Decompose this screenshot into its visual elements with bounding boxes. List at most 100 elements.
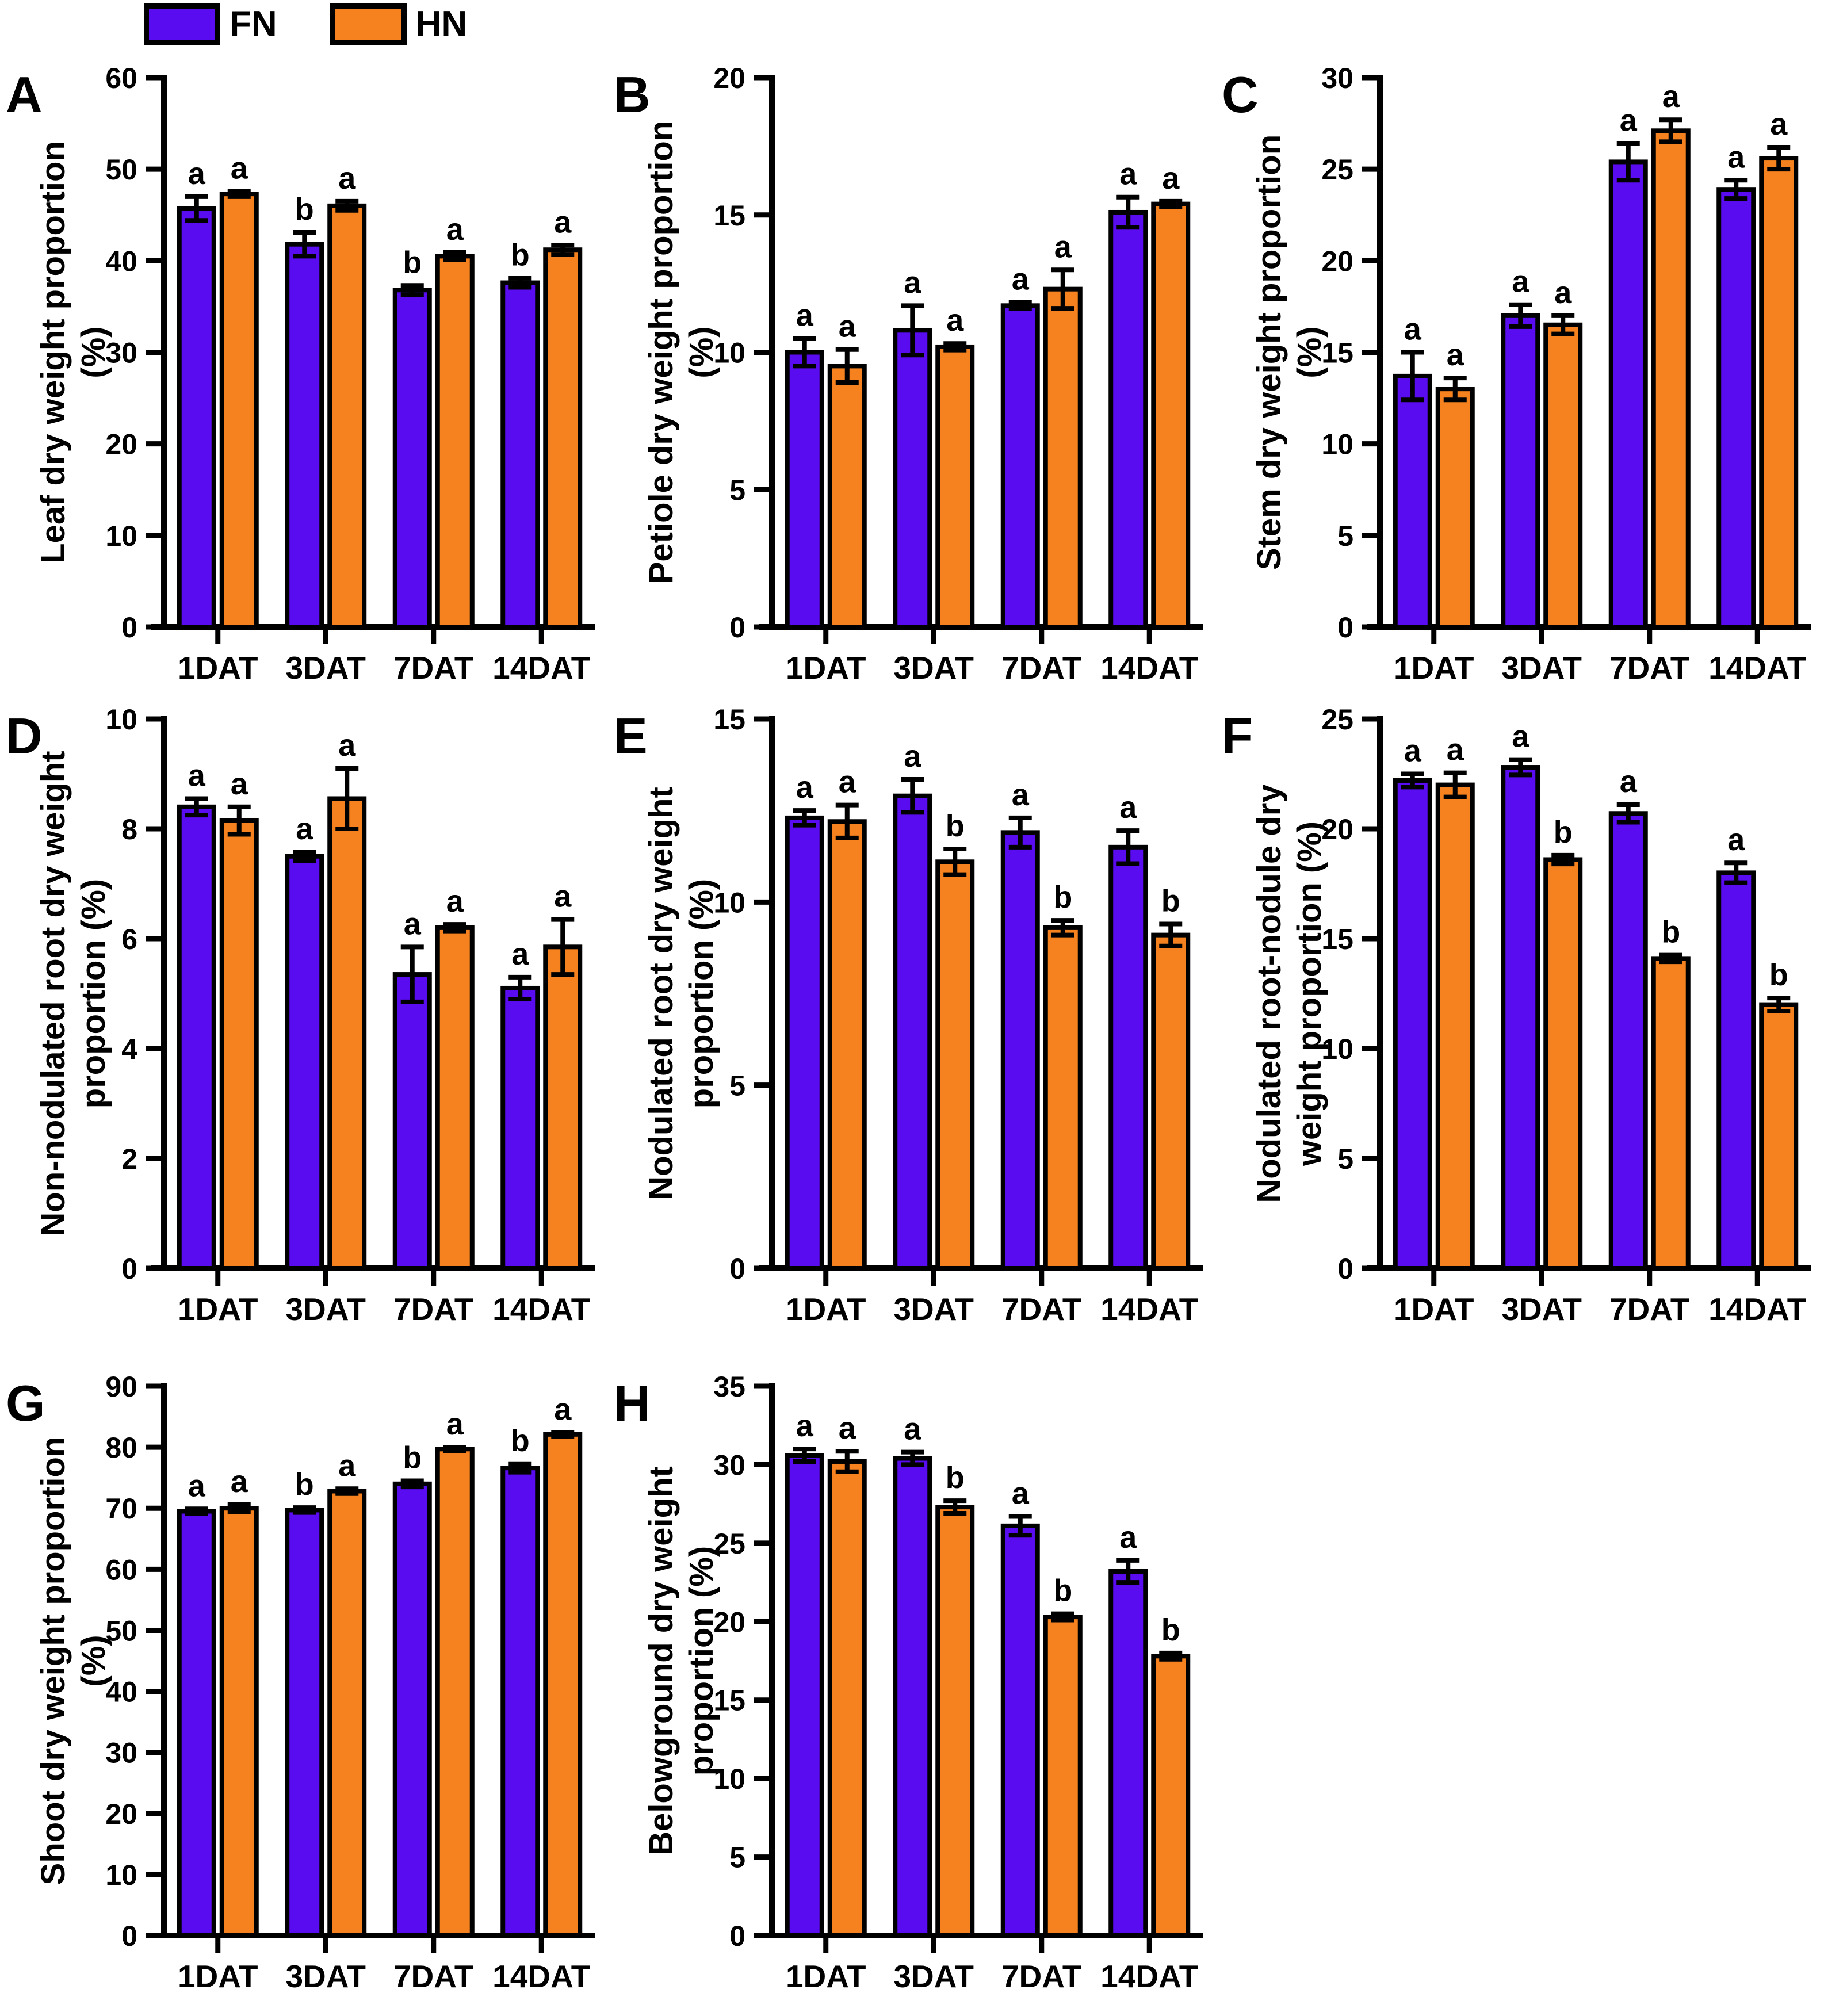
sig-letter: a: [796, 299, 814, 333]
y-tick-label: 70: [105, 1493, 137, 1525]
sig-letter: a: [1012, 778, 1030, 812]
x-tick-label: 3DAT: [1501, 1291, 1582, 1327]
y-tick-label: 0: [121, 1920, 137, 1952]
panel-letter-d: D: [6, 707, 43, 764]
y-tick-label: 10: [713, 337, 745, 369]
sig-letter: a: [231, 767, 248, 801]
panel-letter-g: G: [6, 1375, 45, 1432]
bar-hn-3dat: [327, 203, 367, 630]
y-tick-label: 0: [729, 1253, 745, 1285]
sig-letter: a: [1404, 734, 1422, 768]
y-tick-label: 50: [105, 154, 137, 186]
y-tick-label: 0: [729, 611, 745, 644]
panel-b: B Petiole dry weight proportion (%) 0 5 10 15 2…: [608, 14, 1216, 705]
y-tick-label: 0: [121, 1253, 137, 1285]
sig-letter: a: [1119, 157, 1137, 192]
sig-letter: a: [338, 161, 356, 196]
y-tick-label: 10: [1321, 429, 1353, 461]
bar-hn-7dat: [435, 254, 475, 629]
bar-fn-1dat: [1393, 373, 1432, 630]
sig-letter: a: [188, 758, 206, 793]
bar-hn-7dat: [435, 925, 475, 1271]
panel-letter-e: E: [614, 707, 648, 764]
sig-letter: b: [403, 1440, 422, 1475]
bar-fn-14dat: [1716, 187, 1756, 629]
bar-hn-7dat: [435, 1447, 475, 1938]
sig-letter: b: [1769, 958, 1788, 992]
panel-h: H Belowground dry weight proportion (%) 0 5 1…: [608, 1323, 1216, 2013]
sig-letter: a: [1012, 1476, 1030, 1510]
x-tick-label: 3DAT: [893, 1958, 974, 1994]
bar-fn-7dat: [1000, 830, 1040, 1271]
y-tick-label: 20: [1321, 245, 1353, 277]
sig-letter: a: [296, 812, 313, 846]
bar-fn-7dat: [1608, 159, 1648, 629]
bar-fn-3dat: [893, 1456, 932, 1938]
bar-fn-3dat: [893, 793, 932, 1271]
sig-letter: a: [338, 1448, 356, 1483]
y-tick-label: 0: [729, 1920, 745, 1952]
sig-letter: a: [554, 205, 572, 239]
x-tick-label: 14DAT: [492, 1958, 590, 1994]
bar-hn-3dat: [935, 859, 975, 1271]
y-axis-title-line: (%): [1291, 326, 1328, 378]
chart-svg-g: G Shoot dry weight proportion (%) 0 10 20 30 40…: [6, 1371, 595, 1994]
panel-g: G Shoot dry weight proportion (%) 0 10 20 30 40…: [0, 1323, 608, 2013]
x-tick-label: 7DAT: [1001, 1291, 1082, 1327]
y-axis-title-line: proportion (%): [683, 879, 720, 1108]
bar-hn-7dat: [1043, 286, 1083, 629]
bar-fn-7dat: [392, 972, 432, 1271]
y-tick-label: 25: [1321, 154, 1353, 186]
x-tick-label: 7DAT: [393, 1291, 474, 1327]
legend-label-hn: HN: [415, 4, 468, 44]
y-tick-label: 35: [713, 1371, 745, 1403]
sig-letter: b: [1161, 1613, 1180, 1647]
sig-letter: b: [295, 192, 314, 227]
sig-letter: a: [839, 1411, 856, 1445]
y-tick-label: 20: [105, 429, 137, 461]
bar-fn-14dat: [1108, 844, 1148, 1271]
legend-item-fn: FN: [144, 3, 277, 45]
sig-letter: a: [1620, 764, 1638, 799]
y-tick-label: 90: [105, 1371, 137, 1403]
sig-letter: a: [796, 1409, 814, 1443]
sig-letter: a: [1404, 312, 1422, 347]
y-axis-title-line: proportion (%): [683, 1546, 720, 1776]
bar-hn-14dat: [543, 247, 583, 629]
y-tick-label: 60: [105, 1554, 137, 1586]
sig-letter: a: [904, 739, 921, 774]
sig-letter: b: [1661, 915, 1680, 950]
bar-fn-1dat: [785, 350, 824, 629]
y-tick-label: 20: [105, 1798, 137, 1830]
bar-hn-14dat: [1151, 1654, 1191, 1938]
panel-e: E Nodulated root dry weight proportion (%)…: [608, 656, 1216, 1346]
bar-hn-7dat: [1043, 1615, 1083, 1938]
x-tick-label: 3DAT: [285, 1958, 366, 1994]
x-tick-label: 14DAT: [1708, 1291, 1806, 1327]
bar-fn-3dat: [285, 1508, 324, 1938]
y-axis-title-line: Non-nodulated root dry weight: [35, 751, 72, 1236]
y-axis-title-line: proportion (%): [75, 879, 112, 1108]
bar-fn-3dat: [1501, 765, 1540, 1271]
sig-letter: a: [1119, 1520, 1137, 1555]
y-tick-label: 15: [713, 1685, 745, 1717]
bar-hn-3dat: [327, 1489, 367, 1938]
sig-letter: a: [839, 765, 856, 799]
sig-letter: a: [1727, 823, 1745, 857]
bar-fn-1dat: [1393, 778, 1432, 1271]
chart-svg-c: C Stem dry weight proportion (%) 0 5 10 15 20 25…: [1222, 62, 1811, 686]
sig-letter: a: [1447, 338, 1464, 372]
bar-fn-3dat: [285, 854, 324, 1271]
bar-hn-3dat: [1543, 857, 1583, 1271]
x-tick-label: 14DAT: [492, 650, 590, 686]
sig-letter: b: [403, 245, 422, 280]
sig-letter: a: [554, 879, 572, 914]
sig-letter: b: [1554, 815, 1573, 850]
y-tick-label: 20: [713, 1606, 745, 1638]
chart-svg-e: E Nodulated root dry weight proportion (%)…: [614, 703, 1203, 1327]
sig-letter: b: [1161, 884, 1180, 919]
legend-swatch-fn: [144, 3, 220, 45]
bar-hn-1dat: [219, 818, 259, 1271]
bar-fn-7dat: [1608, 811, 1648, 1271]
bar-fn-14dat: [1108, 209, 1148, 630]
